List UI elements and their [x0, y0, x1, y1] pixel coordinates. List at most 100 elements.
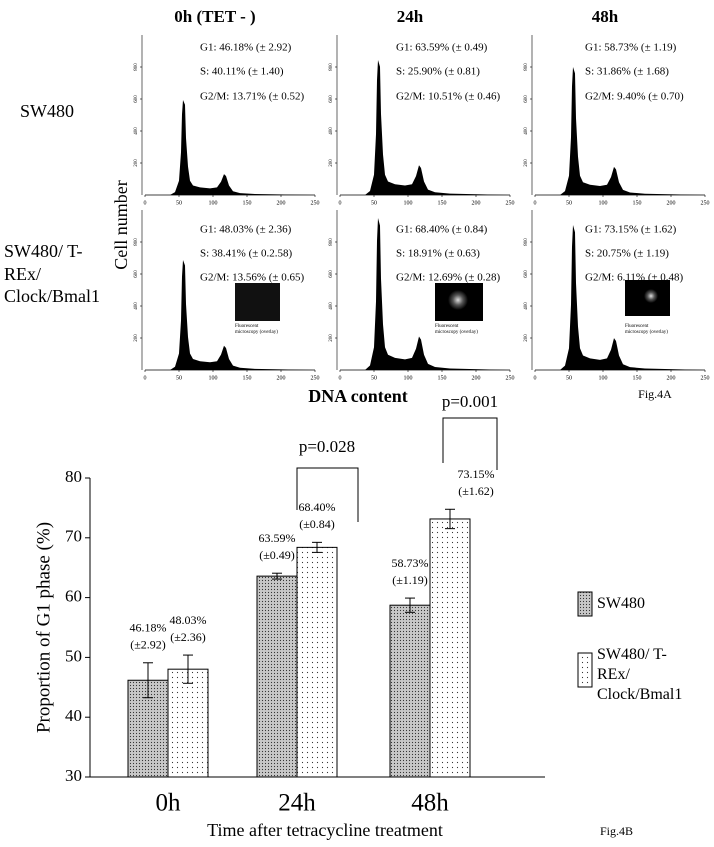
phase-stat: G2/M: 13.56% (± 0.65): [200, 272, 304, 284]
y-axis-label: Cell number: [111, 180, 131, 269]
x-tick-label: 50: [176, 375, 182, 381]
y-tick-label: 600: [329, 270, 334, 278]
x-tick-label: 0: [144, 375, 147, 381]
x-tick-label: 250: [311, 375, 320, 381]
y-tick-label: 800: [134, 238, 139, 246]
significance-bracket: [296, 467, 359, 522]
y-tick-label: 800: [329, 63, 334, 71]
y-tick-label: 800: [134, 63, 139, 71]
phase-stat: S: 31.86% (± 1.68): [585, 66, 669, 78]
x-tick-label: 50: [176, 200, 182, 206]
x-tick-label: 100: [599, 200, 608, 206]
error-label: (±0.49): [259, 548, 295, 562]
y-tick-label: 600: [524, 95, 529, 103]
x-tick-label: 200: [472, 375, 481, 381]
y-axis-label: Proportion of G1 phase (%): [33, 522, 54, 733]
y-tick-label: 70: [65, 527, 82, 546]
x-tick-label: 200: [472, 200, 481, 206]
x-tick-label: 250: [311, 200, 320, 206]
y-tick-label: 800: [524, 63, 529, 71]
cell-glow: [644, 289, 658, 303]
phase-stat: S: 40.11% (± 1.40): [200, 66, 284, 78]
y-tick-label: 200: [329, 159, 334, 167]
y-tick-label: 200: [524, 334, 529, 342]
phase-stat: G2/M: 12.69% (± 0.28): [396, 272, 500, 284]
x-tick-label: 100: [209, 375, 218, 381]
value-label: 63.59%: [259, 531, 296, 545]
x-tick-label: 50: [371, 375, 377, 381]
legend-label: SW480: [597, 595, 645, 612]
histogram: [535, 67, 705, 195]
x-axis-label: Time after tetracycline treatment: [207, 820, 443, 840]
x-tick-label: 100: [404, 375, 413, 381]
error-label: (±1.19): [392, 573, 428, 587]
phase-stat: G1: 68.40% (± 0.84): [396, 224, 488, 236]
y-tick-label: 400: [134, 127, 139, 135]
legend-label: SW480/ T-REx/ Clock/Bmal1: [597, 646, 683, 703]
y-tick-label: 60: [65, 587, 82, 606]
phase-stat: S: 20.75% (± 1.19): [585, 248, 669, 260]
y-tick-label: 200: [524, 159, 529, 167]
x-tick-label: 50: [371, 200, 377, 206]
y-tick-label: 30: [65, 766, 82, 785]
phase-stat: G1: 63.59% (± 0.49): [396, 42, 488, 54]
y-tick-label: 600: [134, 95, 139, 103]
x-tick-label: 200: [667, 375, 676, 381]
x-tick-label: 200: [277, 375, 286, 381]
figure-label: Fig.4B: [600, 824, 633, 838]
phase-stat: G1: 58.73% (± 1.19): [585, 42, 677, 54]
p-value: p=0.001: [442, 392, 498, 411]
inset-caption: Fluorescent microscopy (overlay): [235, 324, 278, 335]
x-tick-label: 0: [144, 200, 147, 206]
x-tick-label: 250: [506, 375, 515, 381]
inset-caption: Fluorescent microscopy (overlay): [435, 324, 478, 335]
y-tick-label: 800: [329, 238, 334, 246]
phase-stat: G1: 48.03% (± 2.36): [200, 224, 292, 236]
column-header: 0h (TET - ): [174, 7, 255, 26]
x-tick-label: 50: [566, 200, 572, 206]
y-tick-label: 400: [134, 302, 139, 310]
column-header: 24h: [397, 7, 424, 26]
x-tick-label: 150: [438, 375, 447, 381]
x-tick-label: 0h: [156, 790, 182, 817]
y-tick-label: 200: [134, 159, 139, 167]
x-tick-label: 150: [243, 200, 252, 206]
x-tick-label: 0: [339, 375, 342, 381]
value-label: 68.40%: [299, 500, 336, 514]
phase-stat: G2/M: 9.40% (± 0.70): [585, 91, 684, 103]
value-label: 58.73%: [392, 556, 429, 570]
y-tick-label: 600: [329, 95, 334, 103]
inset-caption: Fluorescent microscopy (overlay): [625, 324, 668, 335]
x-axis-label: DNA content: [308, 386, 408, 406]
cell-glow: [448, 290, 468, 310]
significance-bracket: [442, 417, 498, 470]
y-tick-label: 800: [524, 238, 529, 246]
x-tick-label: 150: [633, 200, 642, 206]
y-tick-label: 400: [329, 127, 334, 135]
x-tick-label: 48h: [411, 790, 449, 817]
x-tick-label: 250: [701, 200, 710, 206]
x-tick-label: 150: [243, 375, 252, 381]
y-tick-label: 80: [65, 467, 82, 486]
x-tick-label: 200: [667, 200, 676, 206]
y-tick-label: 400: [524, 127, 529, 135]
x-tick-label: 250: [506, 200, 515, 206]
histogram: [145, 99, 315, 195]
row-label: SW480/ T-REx/ Clock/Bmal1: [4, 241, 100, 306]
x-tick-label: 24h: [278, 790, 316, 817]
value-label: 73.15%: [458, 467, 495, 481]
row-label: SW480: [20, 101, 74, 121]
value-label: 46.18%: [130, 621, 167, 635]
x-tick-label: 250: [701, 375, 710, 381]
phase-stat: S: 38.41% (± 0.2.58): [200, 248, 293, 260]
bar: [256, 575, 298, 778]
y-tick-label: 600: [134, 270, 139, 278]
phase-stat: G2/M: 13.71% (± 0.52): [200, 91, 304, 103]
histogram: [340, 59, 510, 195]
bar: [167, 668, 209, 778]
bar: [389, 604, 431, 778]
inset-caption-line: microscopy (overlay): [625, 330, 668, 335]
phase-stat: G2/M: 10.51% (± 0.46): [396, 91, 500, 103]
inset-caption-line: Fluorescent: [235, 324, 259, 329]
